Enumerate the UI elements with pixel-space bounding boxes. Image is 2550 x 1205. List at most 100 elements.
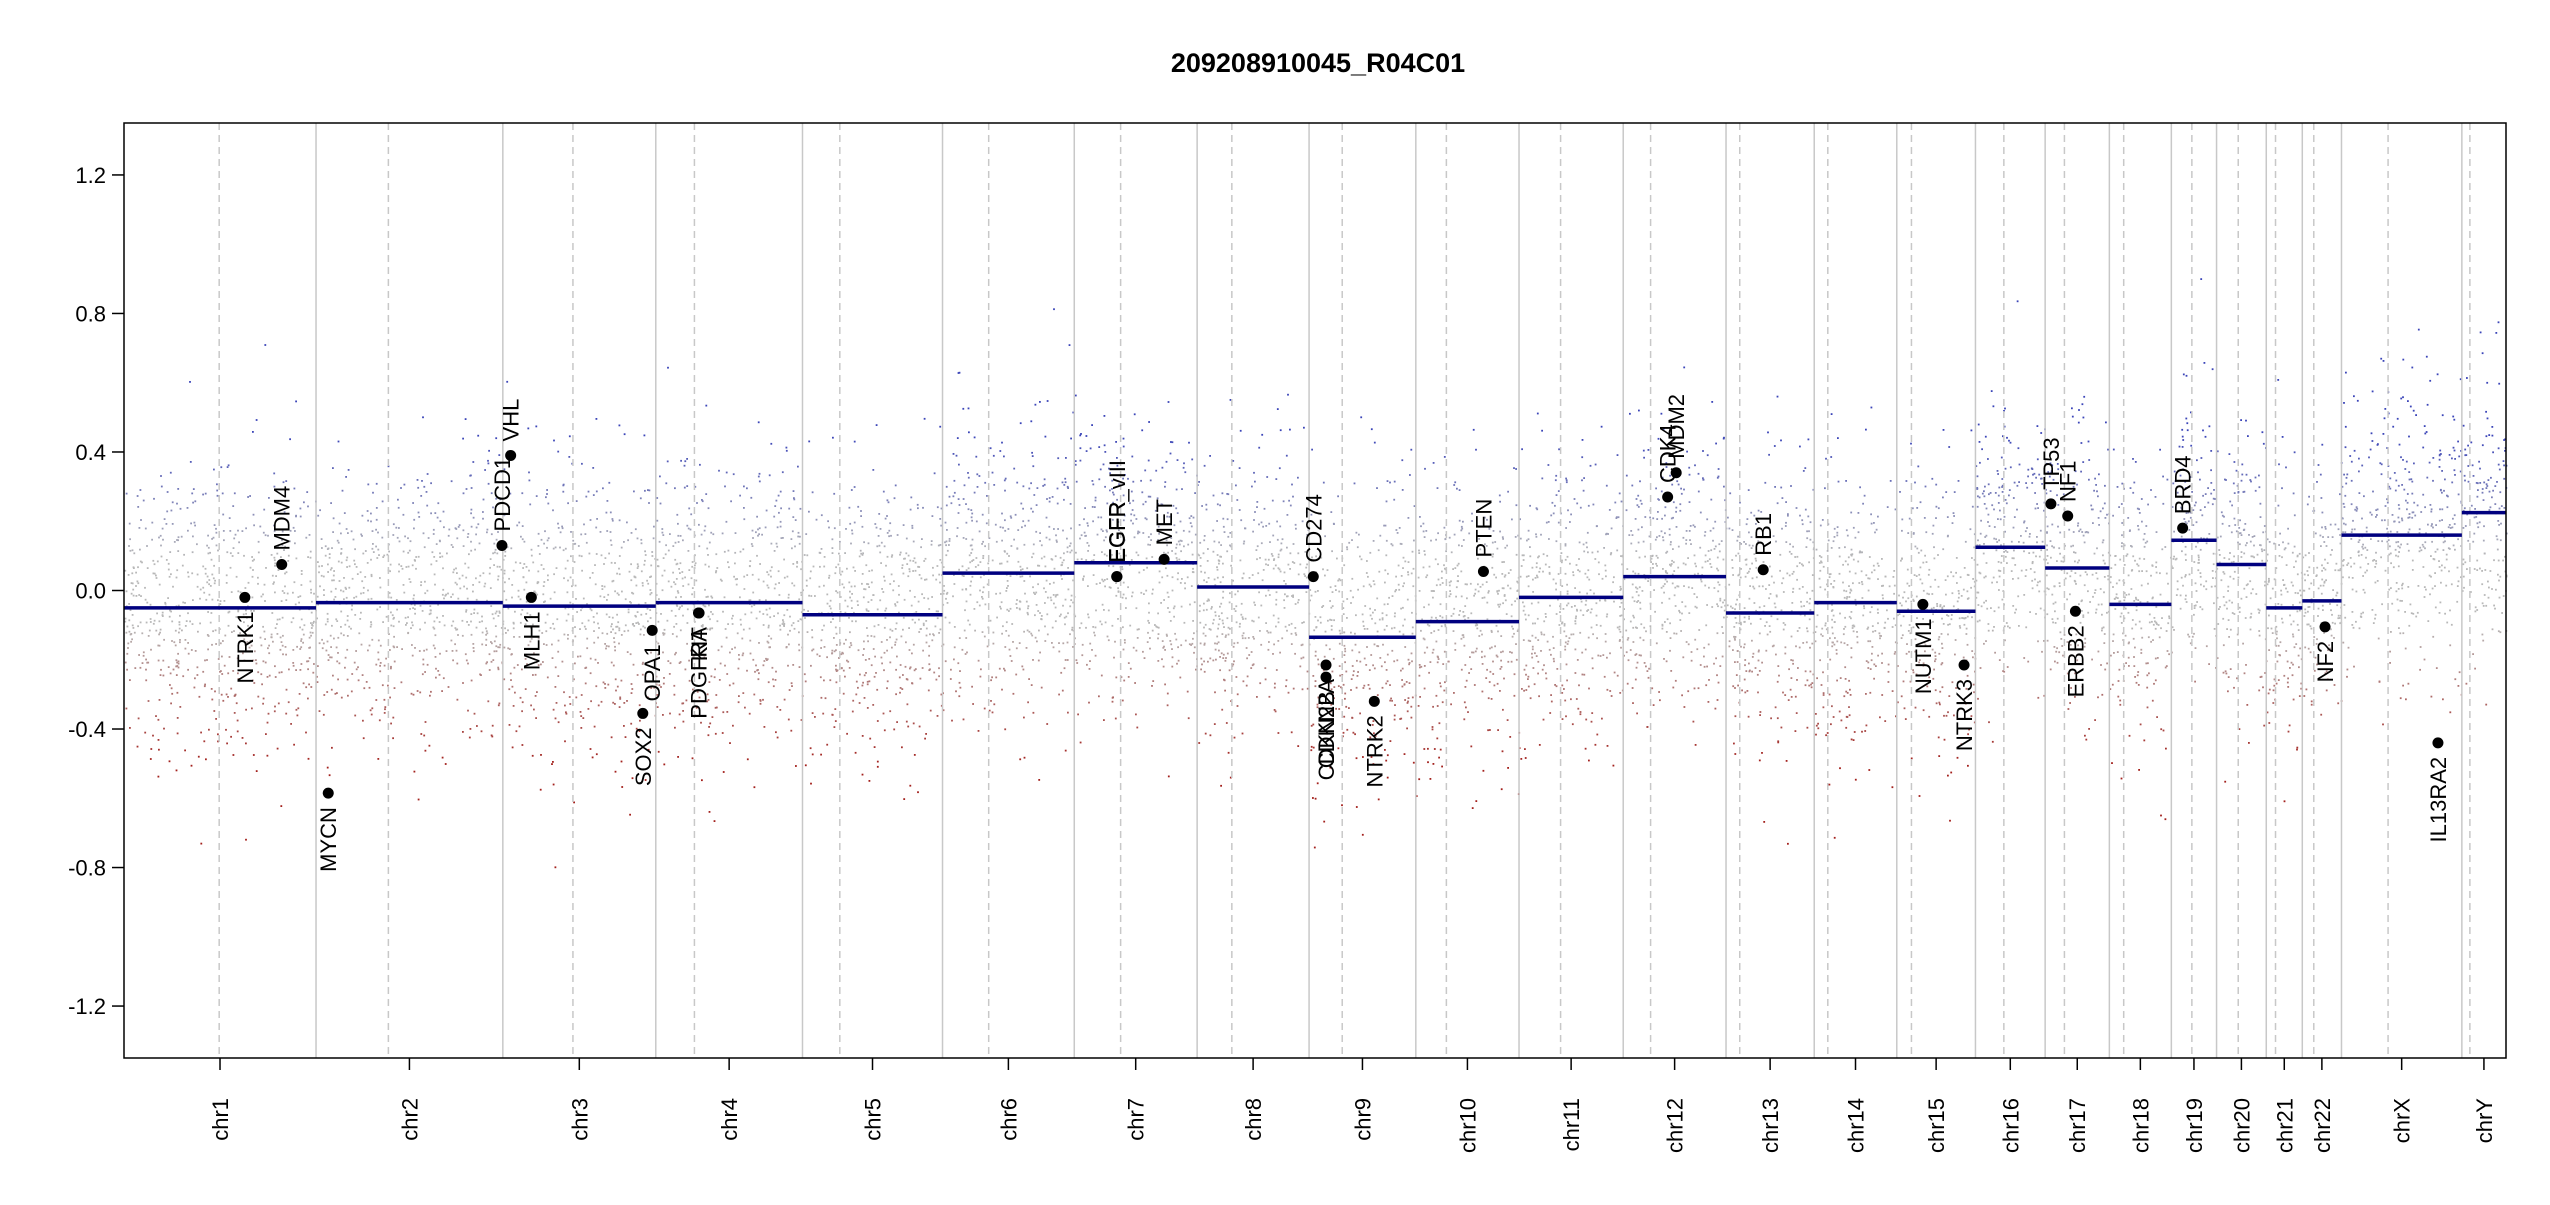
probe-point: [945, 504, 948, 507]
probe-point: [743, 588, 746, 590]
probe-point: [767, 586, 770, 589]
probe-point: [455, 567, 457, 570]
probe-point: [404, 535, 406, 538]
probe-point: [1149, 479, 1152, 482]
probe-point: [1006, 580, 1009, 582]
probe-point: [498, 565, 501, 568]
probe-point: [1441, 765, 1443, 768]
probe-point: [1495, 624, 1498, 627]
probe-point: [488, 572, 491, 575]
probe-point: [370, 597, 373, 600]
probe-point: [1411, 660, 1413, 663]
probe-point: [173, 541, 176, 543]
probe-point: [964, 653, 967, 655]
probe-point: [430, 563, 433, 566]
probe-point: [470, 525, 473, 528]
probe-point: [280, 671, 283, 674]
probe-point: [555, 702, 558, 704]
probe-point: [1470, 668, 1473, 670]
probe-point: [1229, 592, 1231, 595]
probe-point: [490, 641, 492, 643]
probe-point: [973, 608, 976, 610]
probe-point: [1531, 648, 1534, 651]
probe-point: [833, 726, 836, 728]
probe-point: [689, 528, 692, 531]
probe-point: [1370, 654, 1373, 656]
probe-point: [332, 574, 335, 577]
probe-point: [1475, 800, 1478, 802]
probe-point: [660, 613, 662, 615]
probe-point: [1262, 569, 1265, 571]
probe-point: [848, 667, 851, 669]
probe-point: [935, 678, 938, 681]
probe-point: [1127, 676, 1130, 678]
probe-point: [679, 572, 681, 574]
probe-point: [370, 623, 373, 626]
probe-point: [1100, 516, 1103, 519]
probe-point: [741, 654, 744, 657]
probe-point: [1456, 564, 1459, 567]
probe-point: [1129, 624, 1132, 627]
probe-point: [510, 653, 513, 656]
probe-point: [1338, 665, 1341, 667]
probe-point: [127, 642, 130, 645]
probe-point: [371, 707, 374, 710]
probe-point: [1389, 481, 1391, 484]
probe-point: [744, 706, 746, 709]
probe-point: [1227, 493, 1230, 496]
probe-point: [919, 677, 922, 680]
probe-point: [676, 590, 679, 592]
probe-point: [1239, 622, 1241, 625]
probe-point: [597, 662, 599, 664]
probe-point: [1582, 543, 1585, 546]
probe-point: [1081, 643, 1084, 646]
probe-point: [1112, 696, 1114, 699]
probe-point: [541, 632, 544, 634]
probe-point: [126, 652, 129, 655]
probe-point: [1193, 632, 1195, 635]
probe-point: [534, 695, 537, 697]
probe-point: [773, 515, 776, 518]
probe-point: [1432, 705, 1434, 708]
probe-point: [1372, 720, 1375, 722]
probe-point: [1001, 688, 1003, 691]
probe-point: [862, 596, 865, 599]
probe-point: [470, 508, 473, 511]
probe-point: [655, 594, 658, 596]
probe-point: [781, 623, 784, 625]
probe-point: [725, 471, 728, 474]
probe-point: [1535, 535, 1538, 538]
probe-point: [593, 630, 595, 632]
probe-point: [936, 506, 939, 509]
probe-point: [889, 661, 892, 664]
probe-point: [1093, 506, 1096, 508]
probe-point: [1035, 504, 1038, 506]
probe-point: [1507, 767, 1509, 769]
probe-point: [1266, 476, 1269, 478]
probe-point: [1411, 696, 1414, 699]
probe-point: [1042, 485, 1045, 487]
probe-point: [178, 631, 180, 634]
probe-point: [1310, 594, 1313, 597]
probe-point: [253, 558, 255, 561]
probe-point: [1441, 701, 1444, 704]
probe-point: [145, 679, 148, 682]
probe-point: [570, 555, 572, 558]
probe-point: [1279, 570, 1282, 573]
probe-point: [823, 565, 826, 568]
probe-point: [245, 612, 247, 615]
probe-point: [554, 666, 557, 669]
probe-point: [522, 576, 525, 579]
probe-point: [1572, 574, 1575, 577]
probe-point: [944, 616, 947, 619]
probe-point: [192, 599, 194, 601]
probe-point: [626, 700, 628, 702]
probe-point: [630, 683, 633, 685]
probe-point: [901, 564, 904, 567]
probe-point: [226, 551, 229, 554]
probe-point: [975, 557, 978, 559]
probe-point: [1101, 551, 1103, 553]
probe-point: [1229, 544, 1231, 547]
probe-point: [1407, 517, 1410, 519]
probe-point: [911, 524, 914, 527]
